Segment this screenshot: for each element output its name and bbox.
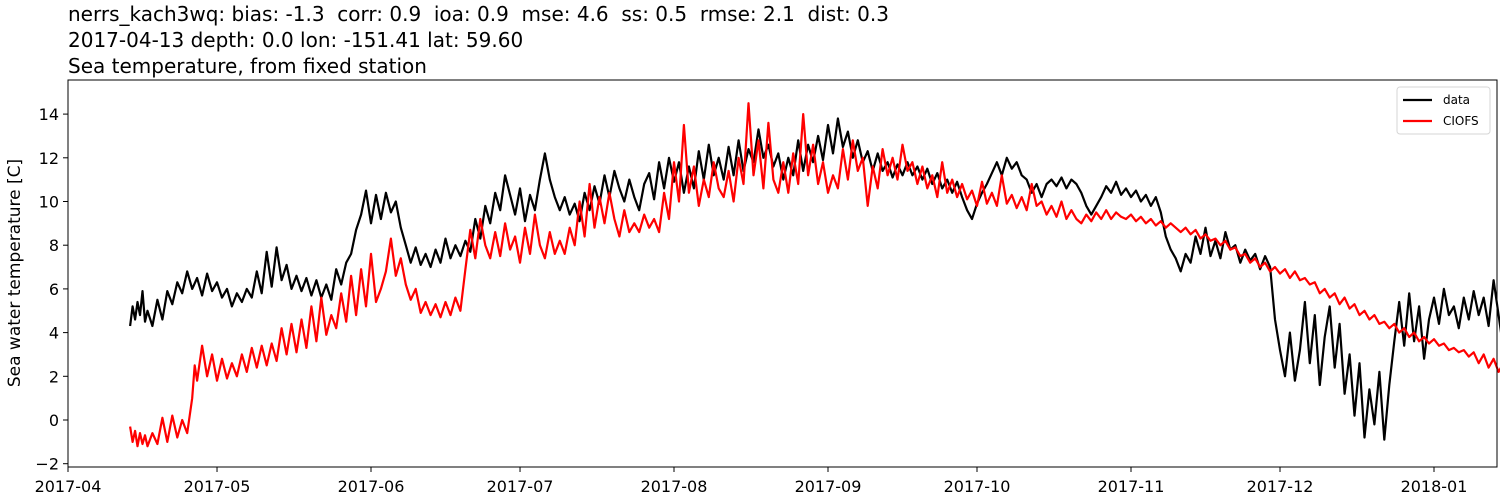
y-tick-label: 12 [39, 149, 59, 168]
x-tick-label: 2017-09 [795, 477, 862, 496]
x-tick-label: 2018-01 [1401, 477, 1468, 496]
series-layer [129, 102, 1500, 448]
y-tick-label: −2 [35, 455, 59, 474]
x-tick-label: 2017-06 [338, 477, 405, 496]
series-line-ciofs [129, 102, 1500, 448]
y-tick-label: 0 [49, 411, 59, 430]
y-tick-label: 8 [49, 236, 59, 255]
x-tick-label: 2017-11 [1098, 477, 1165, 496]
y-tick-label: 14 [39, 105, 59, 124]
legend: data CIOFS [1396, 86, 1491, 135]
x-tick-label: 2017-12 [1247, 477, 1314, 496]
chart-title-description: Sea temperature, from fixed station [68, 54, 427, 78]
legend-box [1396, 86, 1491, 135]
y-tick-label: 4 [49, 324, 59, 343]
x-tick-label: 2017-07 [487, 477, 554, 496]
series-line-data [129, 117, 1500, 441]
plot-frame [67, 79, 1498, 468]
x-axis: 2017-04 2017-05 2017-06 2017-07 2017-08 2017-… [35, 467, 1468, 496]
x-tick-label: 2017-05 [184, 477, 251, 496]
y-axis-label: Sea water temperature [C] [5, 159, 25, 387]
chart-title-location: 2017-04-13 depth: 0.0 lon: -151.41 lat: … [68, 28, 524, 52]
y-axis: −2 0 2 4 6 8 10 12 14 [35, 105, 68, 474]
y-tick-label: 2 [49, 367, 59, 386]
y-tick-label: 6 [49, 280, 59, 299]
legend-ciofs-label: CIOFS [1443, 114, 1479, 128]
x-tick-label: 2017-10 [944, 477, 1011, 496]
legend-data-label: data [1443, 93, 1470, 107]
x-tick-label: 2017-04 [35, 477, 102, 496]
y-tick-label: 10 [39, 193, 59, 212]
chart-title-metrics: nerrs_kach3wq: bias: -1.3 corr: 0.9 ioa:… [68, 2, 889, 26]
x-tick-label: 2017-08 [641, 477, 708, 496]
